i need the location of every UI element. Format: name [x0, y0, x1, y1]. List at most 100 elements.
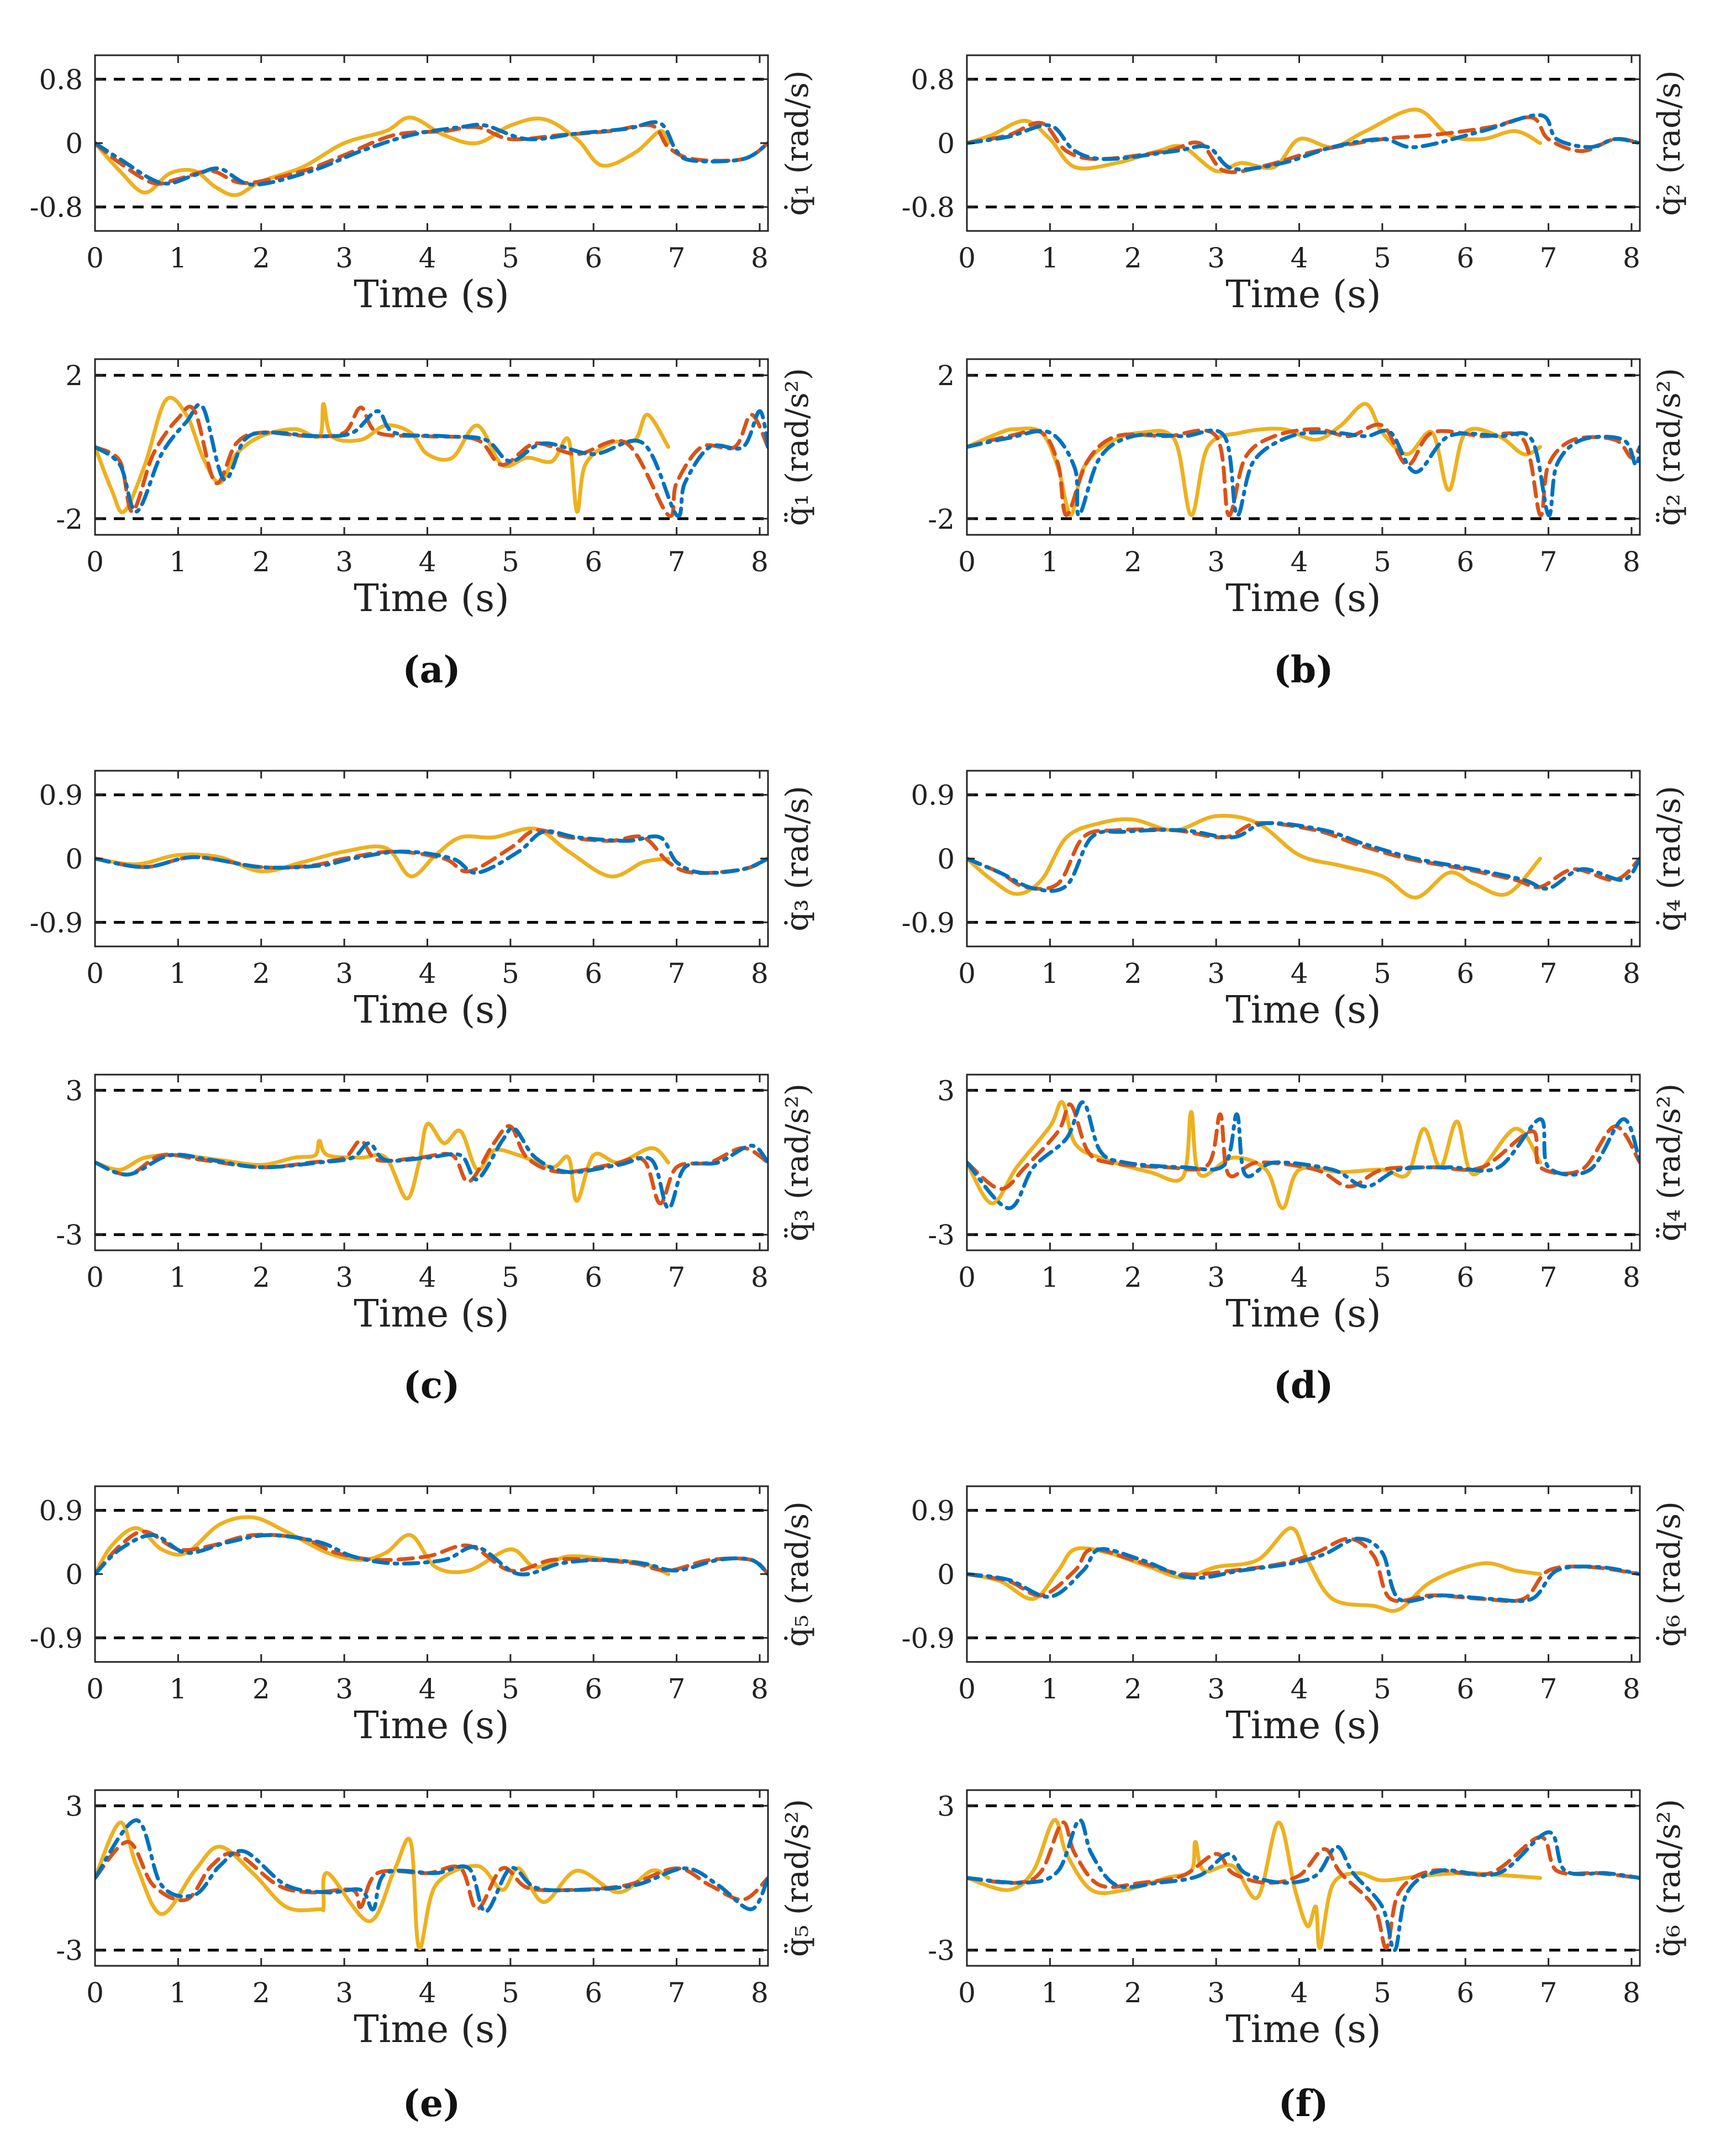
x-tick-label: 6: [585, 1261, 602, 1293]
series-line-yellow: [95, 1820, 671, 1950]
x-tick-label: 3: [1207, 957, 1225, 990]
x-tick-label: 1: [1041, 1261, 1059, 1293]
x-tick-label: 1: [1041, 1673, 1059, 1705]
y-axis-label: q̈₄ (rad/s²): [1651, 1083, 1687, 1241]
series-group: [967, 402, 1640, 517]
x-tick-label: 6: [585, 1977, 602, 2009]
x-tick-label: 5: [502, 1977, 519, 2009]
x-tick-label: 0: [86, 546, 104, 578]
x-tick-label: 3: [1207, 242, 1225, 274]
x-tick-label: 5: [502, 957, 519, 990]
y-tick-label: -3: [928, 1219, 955, 1251]
chart-11: 0 1 2 3 4 5 6 7 8 3 -3 Time (s) q̈₆ (rad/s²): [928, 1789, 1687, 2051]
series-line-red: [95, 1529, 768, 1576]
series-line-blue: [95, 1126, 768, 1211]
x-axis-label: Time (s): [354, 273, 509, 317]
x-tick-label: 1: [169, 242, 187, 274]
x-tick-label: 1: [169, 546, 187, 578]
x-tick-label: 6: [585, 242, 602, 274]
y-tick-label: 2: [65, 360, 83, 392]
x-tick-label: 5: [1374, 1261, 1391, 1293]
x-tick-label: 3: [335, 957, 353, 990]
x-tick-label: 2: [1124, 957, 1142, 990]
y-tick-label: 0: [65, 1559, 83, 1591]
series-group: [967, 1100, 1640, 1211]
x-tick-label: 5: [1374, 242, 1391, 274]
x-tick-label: 6: [585, 1673, 602, 1705]
y-tick-label: 0.8: [911, 64, 955, 96]
series-line-blue: [95, 402, 768, 518]
x-tick-label: 0: [86, 1977, 104, 2009]
x-tick-label: 4: [419, 1977, 436, 2009]
x-axis-label: Time (s): [354, 2008, 509, 2051]
y-tick-label: -0.9: [30, 907, 83, 939]
x-tick-label: 0: [958, 1261, 976, 1293]
x-tick-label: 3: [335, 1673, 353, 1705]
y-tick-label: -0.9: [902, 907, 955, 939]
y-tick-label: -2: [56, 503, 83, 535]
y-tick-label: -0.8: [902, 192, 955, 224]
y-axis-label: q̇₅ (rad/s): [780, 1501, 816, 1646]
x-tick-label: 2: [252, 546, 270, 578]
y-tick-label: 3: [937, 1075, 955, 1107]
series-line-blue: [95, 120, 768, 187]
x-axis-label: Time (s): [354, 988, 509, 1032]
series-line-blue: [95, 829, 768, 875]
y-axis-label: q̇₆ (rad/s): [1651, 1501, 1687, 1646]
y-tick-label: 0: [937, 843, 955, 875]
x-tick-label: 7: [668, 1977, 686, 2009]
x-tick-label: 4: [419, 242, 436, 274]
y-tick-label: 2: [937, 360, 955, 392]
series-line-blue: [967, 1537, 1640, 1603]
x-tick-label: 7: [1540, 957, 1558, 990]
series-line-yellow: [967, 1526, 1543, 1613]
series-line-blue: [967, 821, 1640, 893]
series-line-yellow: [967, 1100, 1543, 1211]
x-tick-label: 2: [252, 1261, 270, 1293]
x-tick-label: 5: [502, 1261, 519, 1293]
x-tick-label: 3: [335, 1261, 353, 1293]
x-axis-label: Time (s): [1225, 273, 1381, 317]
y-tick-label: -3: [928, 1935, 955, 1967]
panel-caption: (c): [403, 1364, 460, 1407]
x-tick-label: 5: [502, 1673, 519, 1705]
x-tick-label: 1: [169, 957, 187, 990]
series-line-yellow: [95, 826, 671, 878]
x-tick-label: 1: [1041, 1977, 1059, 2009]
plot-frame: [94, 358, 769, 536]
x-tick-label: 8: [1623, 1261, 1640, 1293]
y-tick-label: 3: [65, 1790, 83, 1822]
y-tick-label: 3: [65, 1075, 83, 1107]
series-line-yellow: [95, 396, 671, 514]
y-tick-label: 0.9: [39, 780, 83, 812]
x-tick-label: 4: [419, 1673, 436, 1705]
x-tick-label: 8: [1623, 1673, 1640, 1705]
x-tick-label: 7: [1540, 1261, 1558, 1293]
x-tick-label: 1: [169, 1673, 187, 1705]
y-axis-label: q̈₁ (rad/s²): [780, 368, 816, 526]
x-tick-label: 8: [751, 1977, 769, 2009]
panel-caption: (b): [1274, 648, 1334, 691]
series-line-blue: [967, 113, 1640, 172]
x-tick-label: 0: [958, 242, 976, 274]
chart-2: 0 1 2 3 4 5 6 7 8 2 -2 Time (s) q̈₁ (rad/s²): [56, 358, 816, 620]
y-tick-label: -2: [928, 503, 955, 535]
x-tick-label: 8: [751, 546, 769, 578]
x-tick-label: 4: [1291, 1261, 1308, 1293]
series-group: [95, 115, 768, 197]
x-tick-label: 0: [86, 1261, 104, 1293]
x-tick-label: 8: [751, 242, 769, 274]
series-line-blue: [95, 1818, 768, 1914]
plot-frame: [94, 1074, 769, 1251]
x-tick-label: 7: [1540, 242, 1558, 274]
x-tick-label: 2: [1124, 1977, 1142, 2009]
x-tick-label: 1: [169, 1261, 187, 1293]
x-tick-label: 6: [1456, 1261, 1474, 1293]
y-tick-label: 3: [937, 1790, 955, 1822]
panel-caption: (f): [1279, 2082, 1329, 2125]
series-line-red: [967, 821, 1640, 891]
x-tick-label: 4: [419, 546, 436, 578]
x-axis-label: Time (s): [354, 577, 509, 620]
